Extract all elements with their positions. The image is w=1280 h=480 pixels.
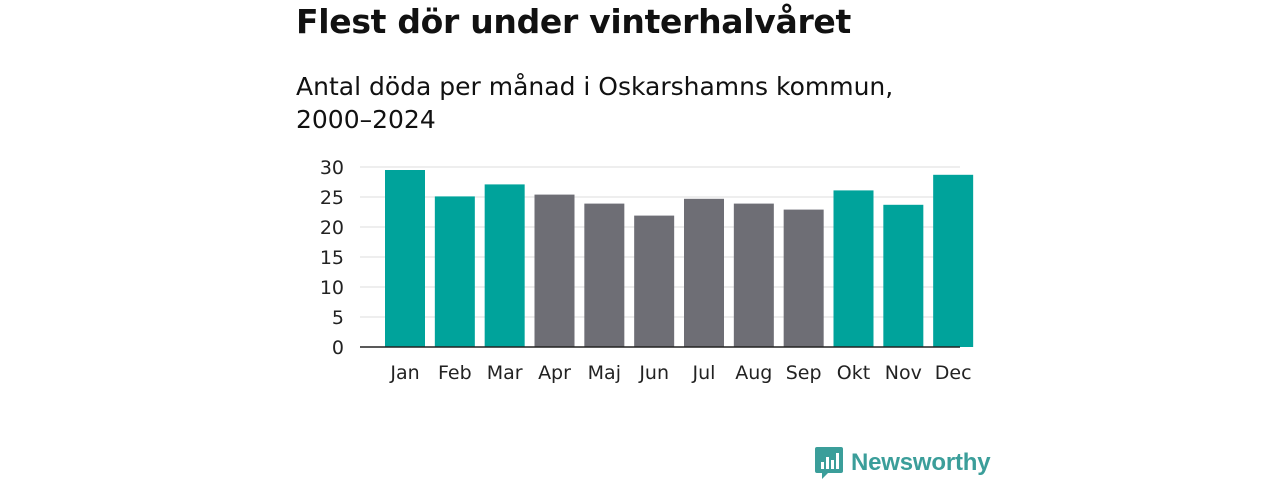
x-tick-label: Feb (438, 362, 472, 384)
bar-chart: 0 5 10 15 20 25 30 Jan Feb Mar Apr Maj Jun Jul Aug Sep O… (320, 157, 974, 384)
bar-feb (434, 196, 475, 347)
x-tick-label: Nov (885, 362, 922, 384)
chart-title: Flest dör under vinterhalvåret (296, 2, 851, 41)
bar-chart-bubble-icon (815, 447, 843, 479)
x-tick-label: Mar (487, 362, 523, 384)
y-tick-label: 30 (320, 157, 344, 179)
bar-dec (933, 174, 974, 347)
y-tick-label: 0 (332, 337, 344, 359)
bar-jan (385, 170, 425, 347)
bar-sep (783, 209, 824, 347)
bar-jun (634, 215, 675, 347)
y-tick-label: 20 (320, 217, 344, 239)
bar-apr (534, 194, 575, 347)
x-tick-label: Jul (692, 362, 716, 384)
x-tick-label: Apr (538, 362, 571, 384)
bar-okt (833, 190, 874, 347)
y-tick-label: 5 (332, 307, 344, 329)
bar-jul (684, 198, 724, 347)
bar-nov (883, 204, 924, 347)
chart-subtitle: Antal döda per månad i Oskarshamns kommu… (296, 72, 894, 134)
y-tick-label: 25 (320, 187, 344, 209)
bar-maj (584, 203, 625, 347)
x-tick-label: Jan (389, 362, 419, 384)
x-tick-label: Okt (837, 362, 870, 384)
bar-aug (733, 203, 774, 347)
x-tick-label: Jun (638, 362, 669, 384)
logo-text: Newsworthy (851, 449, 991, 476)
y-tick-label: 10 (320, 277, 344, 299)
x-tick-label: Sep (786, 362, 822, 384)
x-tick-label: Dec (935, 362, 972, 384)
bar-mar (484, 184, 525, 347)
x-tick-label: Maj (588, 362, 621, 384)
y-tick-label: 15 (320, 247, 344, 269)
x-tick-label: Aug (735, 362, 772, 384)
newsworthy-logo: Newsworthy (814, 446, 991, 480)
